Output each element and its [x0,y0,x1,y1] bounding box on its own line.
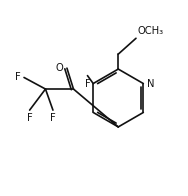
Text: F: F [85,79,90,89]
Text: O: O [56,63,64,73]
Text: F: F [15,73,21,83]
Text: F: F [50,113,56,123]
Text: OCH₃: OCH₃ [138,26,164,36]
Text: F: F [27,113,33,123]
Text: N: N [147,79,154,89]
